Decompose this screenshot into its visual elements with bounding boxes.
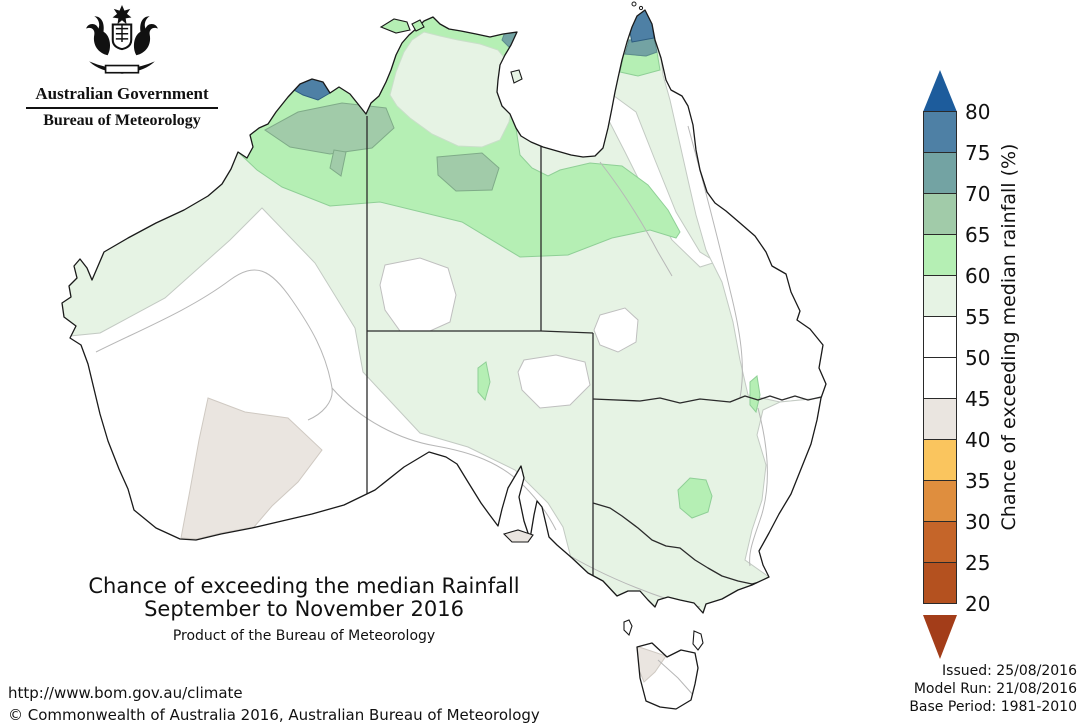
region-40-45-vic-coast: [561, 578, 586, 593]
region-60-65-nsw-blob: [677, 477, 713, 519]
region-65-70-small-triangle: [329, 149, 347, 177]
issue-info-block: Issued: 25/08/2016 Model Run: 21/08/2016…: [909, 662, 1077, 716]
contour-line-nsw: [749, 407, 768, 567]
groote-eylandt: [510, 69, 523, 84]
logo-divider: [26, 107, 218, 109]
footer-block: http://www.bom.gov.au/climate © Commonwe…: [8, 682, 540, 726]
map-subtitle-period: September to November 2016: [144, 597, 464, 621]
base-period: Base Period: 1981-2010: [909, 699, 1077, 715]
flinders-island: [692, 630, 704, 651]
footer-copyright: © Commonwealth of Australia 2016, Austra…: [8, 706, 540, 724]
australian-coat-of-arms-icon: [86, 5, 158, 74]
kangaroo-island: [502, 529, 534, 543]
state-borders: [366, 116, 822, 585]
tasmania-fills: [637, 643, 698, 709]
logo-bureau-text: Bureau of Meteorology: [43, 112, 201, 129]
bom-logo: Australian Government Bureau of Meteorol…: [22, 4, 222, 130]
king-island: [623, 619, 633, 637]
mainland-contour-fills: [62, 10, 826, 613]
islands: [379, 1, 704, 651]
region-white-blob-ne-sa: [517, 354, 591, 409]
contour-line-tasmania: [657, 659, 695, 697]
torres-strait-island-2: [638, 5, 644, 11]
logo-government-text: Australian Government: [35, 84, 209, 103]
mainland-coastline: [61, 9, 827, 614]
tasmania-coastline: [636, 642, 699, 710]
model-run-date: Model Run: 21/08/2016: [913, 681, 1077, 697]
tiwi-islands: [379, 18, 411, 34]
region-white-blob-nt: [379, 257, 457, 332]
region-white-blob-qld-sa: [593, 307, 639, 353]
region-60-65-border-sliver: [749, 375, 761, 414]
map-title-block: Chance of exceeding the median Rainfall …: [60, 574, 548, 645]
region-60-65-sa-sliver: [477, 361, 491, 402]
contour-line-gulf: [599, 161, 673, 277]
contour-line-wa: [95, 269, 333, 421]
region-65-70-central-nt: [436, 152, 500, 192]
region-65-70-kimberley: [264, 102, 395, 155]
issued-date: Issued: 25/08/2016: [942, 663, 1077, 679]
region-40-45-nw-tasmania: [637, 645, 667, 683]
tiwi-islands-east: [411, 19, 425, 32]
map-product-note: Product of the Bureau of Meteorology: [172, 628, 436, 644]
region-white-gulf-east: [605, 92, 718, 268]
footer-url: http://www.bom.gov.au/climate: [8, 684, 243, 702]
map-title: Chance of exceeding the median Rainfall: [88, 574, 520, 598]
torres-strait-island: [631, 1, 637, 7]
